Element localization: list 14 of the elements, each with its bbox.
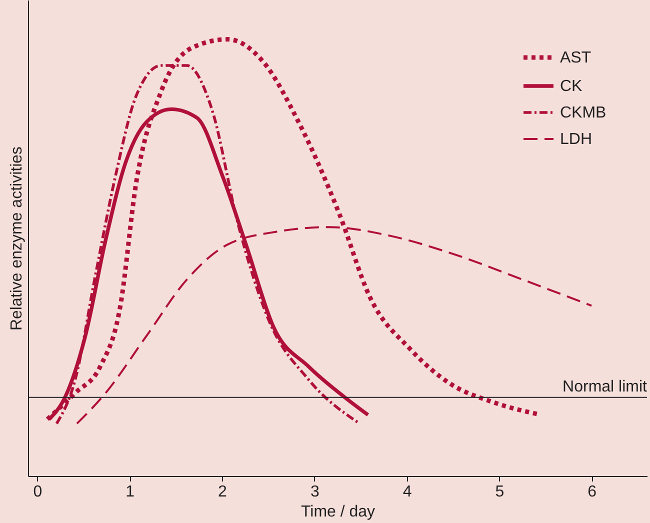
x-tick-label: 4 [402,484,412,500]
legend-label: AST [560,50,592,66]
x-tick-label: 5 [495,484,504,500]
x-axis-title: Time / day [300,504,376,520]
legend-label: CK [560,78,583,95]
legend-label: LDH [560,131,592,148]
x-tick-label: 3 [310,484,320,500]
x-tick-label: 1 [126,484,135,500]
x-tick-label: 2 [218,484,228,500]
x-tick-label: 0 [33,484,42,500]
y-axis-title: Relative enzyme activities [8,146,26,331]
ref-line-label: Normal limit [562,378,648,396]
x-tick-label: 6 [588,484,597,500]
legend-label: CKMB [560,104,606,122]
